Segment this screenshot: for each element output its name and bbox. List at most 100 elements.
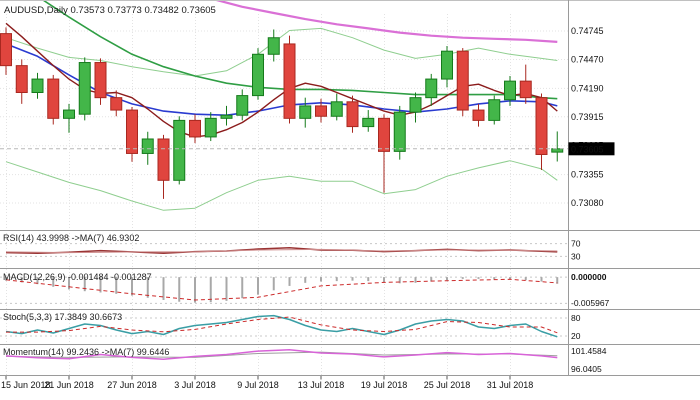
indicator-level-label: 0.000000 <box>571 272 607 282</box>
candle-body <box>456 50 469 111</box>
date-label: 9 Jul 2018 <box>237 380 279 390</box>
candle-body <box>535 97 548 155</box>
candle <box>330 93 343 121</box>
candle <box>0 27 12 75</box>
candle <box>393 105 406 160</box>
candle <box>519 64 532 104</box>
candle-body <box>63 109 75 119</box>
date-label: 3 Jul 2018 <box>174 380 216 390</box>
candle-body <box>173 119 186 181</box>
candle-body <box>425 78 438 99</box>
candle <box>441 46 453 88</box>
candle-body <box>393 111 406 152</box>
current-price-badge <box>568 142 615 156</box>
rsi-panel-label: RSI(14) 43.9998 ->MA(7) 46.9302 <box>3 233 139 243</box>
candle-body <box>15 65 28 93</box>
candle-body <box>504 80 516 101</box>
candle <box>204 112 217 142</box>
stoch-signal-line <box>6 316 558 334</box>
candle-body <box>330 101 343 117</box>
candle-body <box>299 105 312 119</box>
candle-body <box>441 50 453 80</box>
date-label: 21 Jun 2018 <box>44 380 94 390</box>
rsi-ma-line <box>5 248 558 254</box>
momentum-line <box>5 348 558 361</box>
indicator-level-label: 30 <box>571 251 581 261</box>
candle <box>488 95 501 125</box>
candle <box>267 29 280 62</box>
candle-body <box>110 97 123 111</box>
date-label: 13 Jul 2018 <box>298 380 345 390</box>
candle-body <box>78 62 91 115</box>
price-tick-label: 0.73915 <box>571 112 604 122</box>
candle <box>94 58 107 105</box>
price-tick-label: 0.73080 <box>571 198 604 208</box>
candle <box>252 48 264 100</box>
candle <box>173 116 186 185</box>
candle-body <box>126 109 138 154</box>
candle <box>472 103 485 127</box>
candle-body <box>141 138 154 154</box>
candle <box>456 48 469 117</box>
candle-body <box>472 109 485 121</box>
candle-body <box>189 119 201 138</box>
date-label: 19 Jul 2018 <box>361 380 408 390</box>
candle <box>283 35 296 124</box>
chart-title-ohlc: AUDUSD,Daily 0.73573 0.73773 0.73482 0.7… <box>4 5 216 16</box>
candle <box>31 72 44 99</box>
candle-body <box>157 138 170 181</box>
candle <box>425 73 438 106</box>
candle <box>15 59 28 104</box>
indicator-panels: 70 30 0.000000 -0.005967 80 20 101.4584 96.0405 <box>0 239 610 374</box>
candle-body <box>409 97 422 113</box>
macd-panel-label: MACD(12,26,9) -0.001484 -0.001287 <box>3 272 152 282</box>
candle <box>220 105 233 126</box>
candle <box>63 103 75 133</box>
candle <box>141 131 154 165</box>
candle-body <box>551 148 564 153</box>
candle-body <box>236 95 249 116</box>
candle <box>189 114 201 144</box>
candle-body <box>315 105 327 117</box>
candle <box>78 57 91 121</box>
candle-body <box>362 117 375 128</box>
candle-body <box>519 80 532 99</box>
candle-body <box>378 117 390 152</box>
indicator-level-label: 96.0405 <box>571 364 602 374</box>
candle <box>551 131 564 162</box>
stochastic-panel-label: Stoch(5,3,3) 17.3849 30.6673 <box>3 312 122 322</box>
candle <box>299 97 312 128</box>
candle <box>126 106 138 162</box>
axes[interactable]: 0.747450.744700.741900.739150.736350.733… <box>0 0 700 390</box>
momentum-panel-label: Momentum(14) 99.2436 ->MA(7) 99.6446 <box>3 347 169 357</box>
indicator-level-label: 20 <box>571 331 581 341</box>
current-price-badge-label: 0.73605 <box>571 144 604 154</box>
candle <box>236 89 249 121</box>
ma-magenta-slowest <box>212 0 558 43</box>
price-tick-label: 0.74745 <box>571 26 604 36</box>
candle-body <box>0 33 12 67</box>
candle-body <box>47 78 60 119</box>
candle-body <box>204 117 217 138</box>
candle-body <box>252 53 264 97</box>
candle <box>110 90 123 117</box>
date-label: 15 Jun 2018 <box>1 380 51 390</box>
indicator-level-label: -0.005967 <box>571 298 610 308</box>
candle-body <box>94 62 107 99</box>
band-lower <box>5 160 558 211</box>
price-tick-label: 0.74190 <box>571 83 604 93</box>
candle <box>535 93 548 170</box>
date-label: 25 Jul 2018 <box>424 380 471 390</box>
date-label: 27 Jun 2018 <box>107 380 157 390</box>
candle <box>315 98 327 123</box>
candle-body <box>346 101 359 128</box>
price-tick-label: 0.74470 <box>571 54 604 64</box>
candle-body <box>31 78 44 93</box>
indicator-level-label: 101.4584 <box>571 346 607 356</box>
main-price-panel[interactable] <box>0 0 568 211</box>
candle-body <box>220 114 233 119</box>
candle <box>504 75 516 106</box>
candle <box>362 110 375 132</box>
